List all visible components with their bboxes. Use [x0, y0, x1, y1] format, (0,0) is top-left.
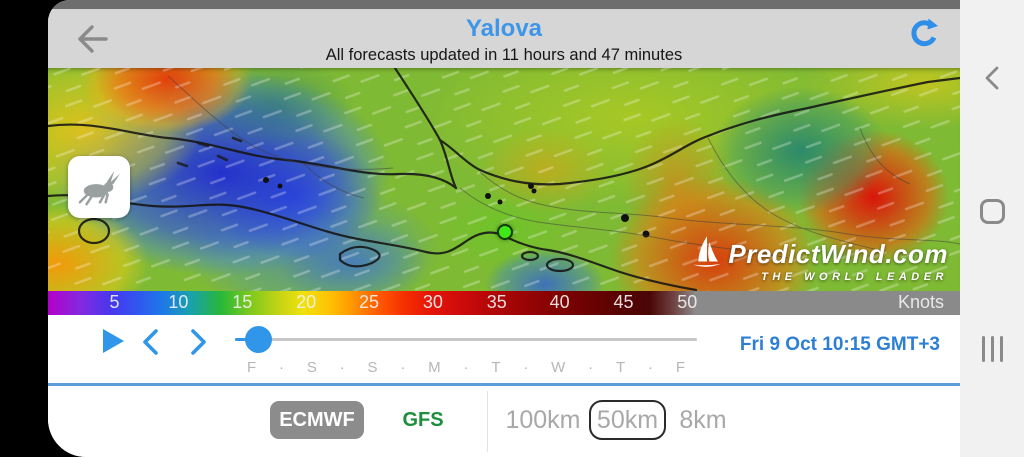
scale-tick: 10 — [168, 292, 189, 312]
map-coastlines-and-wind-streaks — [48, 68, 960, 291]
vertical-divider — [487, 391, 488, 452]
refresh-button[interactable] — [906, 15, 944, 53]
next-timestep-button[interactable] — [185, 328, 211, 356]
day-label: M — [428, 359, 441, 376]
play-icon — [103, 329, 124, 353]
day-label: T — [491, 359, 501, 376]
day-label: W — [551, 359, 566, 376]
previous-timestep-button[interactable] — [138, 328, 164, 356]
day-separator-dot: · — [279, 359, 284, 376]
timeline-slider-thumb[interactable] — [245, 326, 272, 353]
scale-tick: 20 — [296, 292, 317, 312]
play-button[interactable] — [103, 329, 127, 353]
logo-brand-text: PredictWind.com — [728, 239, 948, 269]
day-label: T — [615, 359, 626, 376]
scale-tick: 30 — [422, 292, 443, 312]
resolution-button-8km[interactable]: 8km — [674, 400, 732, 440]
forecast-datetime: Fri 9 Oct 10:15 GMT+3 — [739, 334, 940, 355]
wind-speed-scale: 5 10 15 20 25 30 35 40 45 50 Knots — [48, 291, 960, 315]
scale-tick: 35 — [486, 292, 507, 312]
scale-tick: 15 — [232, 292, 253, 312]
day-separator-dot: · — [647, 359, 653, 376]
chevron-left-icon — [143, 329, 158, 355]
sailboat-icon — [693, 236, 721, 267]
timeline-slider-track[interactable] — [235, 338, 697, 341]
scale-unit-label: Knots — [897, 292, 944, 312]
location-marker — [496, 223, 513, 240]
arrow-left-icon — [78, 25, 108, 53]
android-navigation-bar — [960, 0, 1024, 457]
day-label: S — [306, 359, 317, 376]
nav-back-chevron-icon — [985, 66, 999, 90]
forecast-update-status: All forecasts updated in 11 hours and 47… — [325, 46, 683, 64]
scale-tick: 25 — [359, 292, 380, 312]
section-divider-line — [48, 383, 960, 386]
logo-tagline: THE WORLD LEADER — [761, 271, 948, 283]
resolution-button-50km-selected[interactable]: 50km — [589, 400, 666, 440]
day-label: F — [675, 359, 685, 376]
scale-tick: 50 — [677, 292, 698, 312]
resolution-button-100km[interactable]: 100km — [501, 400, 585, 440]
day-label: F — [247, 359, 257, 376]
header: Yalova All forecasts updated in 11 hours… — [48, 9, 960, 68]
scale-tick: 45 — [613, 292, 634, 312]
rabbit-icon — [78, 170, 120, 206]
chevron-right-icon — [191, 329, 206, 355]
app-window: Yalova All forecasts updated in 11 hours… — [48, 0, 960, 457]
model-button-gfs[interactable]: GFS — [392, 401, 454, 439]
wind-forecast-map[interactable]: PredictWind.com THE WORLD LEADER — [48, 68, 960, 291]
nav-recents-button[interactable] — [960, 321, 1024, 377]
back-button[interactable] — [70, 19, 112, 59]
scale-tick: 40 — [549, 292, 570, 312]
day-labels: F · S · S · M · T · W · T · F — [247, 359, 685, 376]
playback-controls: F · S · S · M · T · W · T · F Fri 9 Oct … — [48, 315, 960, 383]
page-title: Yalova — [465, 15, 543, 42]
model-button-ecmwf[interactable]: ECMWF — [270, 401, 364, 439]
day-separator-dot: · — [400, 359, 406, 376]
status-bar — [48, 0, 960, 9]
day-separator-dot: · — [588, 359, 594, 376]
model-resolution-bar: ECMWF GFS 100km 50km 8km — [48, 386, 960, 457]
day-label: S — [367, 359, 378, 376]
scale-tick: 5 — [109, 292, 120, 312]
home-square-icon — [979, 198, 1005, 224]
day-separator-dot: · — [339, 359, 345, 376]
predictwind-logo: PredictWind.com THE WORLD LEADER — [692, 234, 948, 283]
day-separator-dot: · — [523, 359, 529, 376]
nav-back-button[interactable] — [960, 50, 1024, 106]
recents-bars-icon — [981, 336, 1003, 362]
refresh-icon — [911, 18, 938, 46]
day-separator-dot: · — [463, 359, 469, 376]
animation-speed-button[interactable] — [68, 156, 130, 218]
nav-home-button[interactable] — [960, 183, 1024, 239]
